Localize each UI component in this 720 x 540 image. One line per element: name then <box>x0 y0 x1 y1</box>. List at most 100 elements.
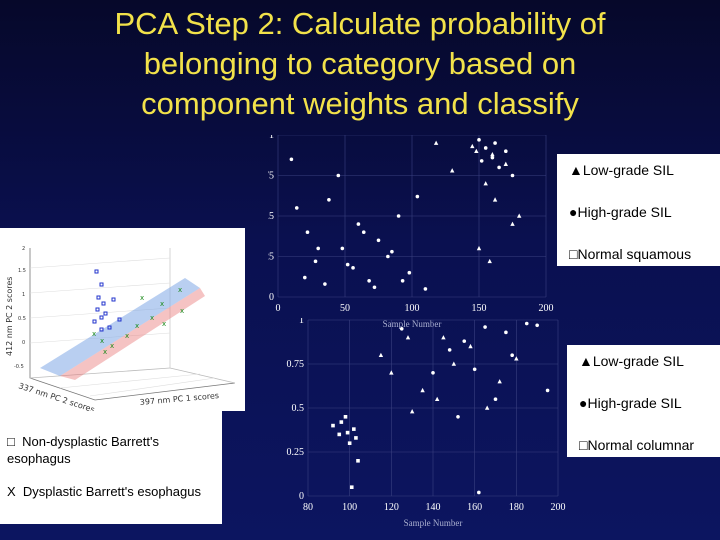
top-axes: 0 50 100 150 200 0 0.25 0.5 0.75 1 Sample Number <box>268 135 554 329</box>
data-point-triangle <box>441 335 446 340</box>
data-point-square <box>349 485 354 489</box>
square-icon: □ <box>569 246 578 262</box>
y-tick-label: 0 <box>299 491 304 502</box>
x-tick-label: 0 <box>276 303 281 314</box>
svg-text:1: 1 <box>22 292 25 298</box>
data-point-square <box>347 441 352 445</box>
svg-text:x: x <box>125 332 129 340</box>
x-axis-label: Sample Number <box>383 319 442 329</box>
data-point-circle <box>483 146 488 150</box>
data-point-circle <box>376 238 381 243</box>
square-icon: □ <box>7 434 15 449</box>
svg-text:x: x <box>92 330 96 338</box>
square-icon: □ <box>579 437 588 453</box>
data-point-circle <box>407 270 412 275</box>
circle-icon: ● <box>579 395 588 411</box>
data-point-triangle <box>420 387 425 393</box>
svg-text:0: 0 <box>22 340 25 346</box>
bottom-scatter-chart: 80 100 120 140 160 180 200 0 0.25 0.5 0.75 1 Sample … <box>268 318 568 540</box>
data-point-circle <box>493 397 498 401</box>
x-tick-label: 160 <box>467 502 482 513</box>
x-axis-label: Sample Number <box>404 518 463 528</box>
data-point-triangle <box>492 197 498 202</box>
data-point-triangle <box>451 361 457 366</box>
bottom-legend-item-high: ●High-grade SIL <box>579 395 682 411</box>
svg-text:0.5: 0.5 <box>18 316 26 322</box>
data-point-circle <box>431 371 435 375</box>
x-tick-label: 150 <box>472 303 487 314</box>
data-point-triangle <box>497 379 502 384</box>
svg-text:x: x <box>150 314 154 322</box>
bottom-axes: 80 100 120 140 160 180 200 0 0.25 0.5 0.75 1 Sample … <box>287 318 566 528</box>
pca-3d-x-marks: xxx xxx xxx xxx <box>92 286 184 356</box>
data-point-circle <box>361 230 366 234</box>
caption-text-dysplastic: Dysplastic Barrett's esophagus <box>22 484 201 499</box>
y-tick-label: 1 <box>269 135 274 141</box>
x-tick-label: 50 <box>340 303 350 314</box>
data-point-triangle <box>483 181 488 186</box>
data-point-circle <box>415 194 420 199</box>
top-scatter-chart: 0 50 100 150 200 0 0.25 0.5 0.75 1 Sample Number <box>268 135 568 335</box>
y-tick-label: 0.5 <box>292 403 305 414</box>
data-point-square <box>343 415 348 419</box>
data-point-circle <box>356 222 361 226</box>
svg-text:x: x <box>110 342 114 350</box>
top-scatter-svg: 0 50 100 150 200 0 0.25 0.5 0.75 1 Sample Number <box>268 135 554 329</box>
data-point-square <box>356 459 360 463</box>
data-point-circle <box>336 173 341 178</box>
data-point-triangle <box>476 245 482 251</box>
data-point-square <box>354 436 358 440</box>
data-point-circle <box>462 339 467 343</box>
data-point-triangle <box>487 258 492 264</box>
data-point-circle <box>294 206 299 210</box>
data-point-circle <box>340 246 345 251</box>
top-legend: ▲Low-grade SIL ●High-grade SIL □Normal s… <box>557 154 720 266</box>
top-legend-label-normal: Normal squamous <box>577 246 692 262</box>
data-point-circle <box>289 157 294 162</box>
data-point-triangle <box>514 356 519 361</box>
data-point-circle <box>316 246 320 251</box>
bottom-legend-label-normal: Normal columnar <box>587 437 695 453</box>
data-point-circle <box>524 321 529 326</box>
x-tick-label: 100 <box>342 502 357 513</box>
pca-3d-floor-line-2 <box>169 367 236 384</box>
x-tick-label: 200 <box>551 502 566 513</box>
data-point-circle <box>510 173 515 178</box>
data-point-triangle <box>389 370 394 375</box>
data-point-circle <box>477 138 481 142</box>
top-legend-item-low: ▲Low-grade SIL <box>569 162 674 178</box>
pca-3d-squares <box>92 269 122 332</box>
svg-text:1.5: 1.5 <box>18 268 26 274</box>
svg-text:x: x <box>178 286 182 294</box>
data-point-circle <box>493 141 497 145</box>
data-point-circle <box>423 287 428 291</box>
data-point-circle <box>372 285 377 290</box>
x-tick-label: 120 <box>384 502 399 513</box>
pca-3d-ylabel: 412 nm PC 2 scores <box>5 277 14 356</box>
svg-text:-0.5: -0.5 <box>14 364 24 370</box>
slide-title: PCA Step 2: Calculate probability of bel… <box>40 4 680 124</box>
data-point-circle <box>447 348 452 352</box>
data-point-triangle <box>468 343 473 349</box>
data-point-triangle <box>484 405 490 410</box>
y-tick-label: 0.25 <box>268 252 274 263</box>
data-point-circle <box>545 388 550 393</box>
data-point-triangle <box>433 140 439 145</box>
svg-text:x: x <box>180 307 184 315</box>
caption-text-non-dysplastic: Non-dysplastic Barrett's esophagus <box>7 434 159 466</box>
bottom-legend-item-normal: □Normal columnar <box>579 437 694 453</box>
y-tick-label: 0.75 <box>268 171 274 182</box>
bottom-legend-label-low: Low-grade SIL <box>592 353 684 369</box>
data-point-circle <box>386 254 390 259</box>
pca-3d-frame <box>29 248 236 401</box>
data-point-circle <box>305 230 310 234</box>
data-point-triangle <box>378 352 384 357</box>
y-tick-label: 0.25 <box>287 447 305 458</box>
pca-caption: □ Non-dysplastic Barrett's esophagus X D… <box>0 411 222 524</box>
data-point-circle <box>472 367 477 372</box>
data-point-square <box>331 423 335 428</box>
data-point-circle <box>399 327 404 331</box>
title-line-3: component weights and classify <box>141 86 579 121</box>
pca-3d-floor-line <box>29 367 171 379</box>
